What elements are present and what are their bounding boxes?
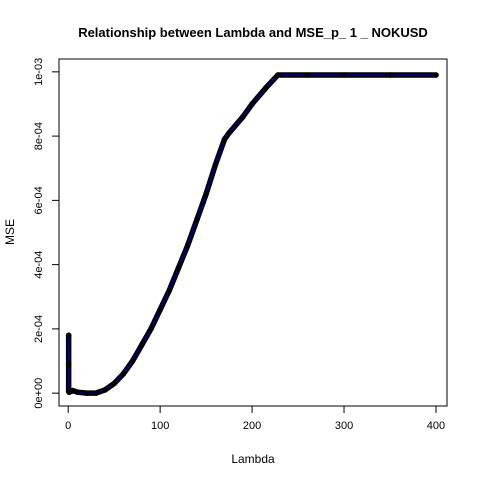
y-axis-title: MSE bbox=[3, 219, 17, 245]
data-point bbox=[120, 371, 127, 377]
data-point bbox=[138, 342, 145, 348]
data-point bbox=[212, 162, 219, 168]
data-point bbox=[69, 387, 76, 394]
x-tick-label: 200 bbox=[243, 420, 261, 432]
data-point bbox=[92, 390, 99, 396]
data-point bbox=[226, 130, 232, 136]
data-point bbox=[240, 114, 246, 120]
y-tick-label: 6e-04 bbox=[33, 186, 45, 214]
series-line bbox=[67, 74, 436, 394]
y-tick-label: 8e-04 bbox=[33, 122, 45, 150]
data-point bbox=[65, 332, 72, 339]
data-point bbox=[65, 361, 72, 368]
series-layer bbox=[65, 72, 439, 396]
data-point bbox=[249, 101, 255, 107]
x-tick-label: 100 bbox=[151, 420, 169, 432]
data-point bbox=[111, 380, 117, 387]
data-point bbox=[148, 326, 154, 332]
y-axis: 0e+00 2e-04 4e-04 6e-04 8e-04 1e-03 bbox=[33, 58, 60, 409]
data-point bbox=[304, 72, 311, 78]
series-marker-band bbox=[65, 72, 439, 396]
data-point bbox=[129, 358, 136, 364]
x-tick-label: 0 bbox=[65, 420, 71, 432]
data-point bbox=[263, 85, 269, 91]
data-point bbox=[74, 389, 81, 395]
data-point bbox=[433, 72, 439, 78]
data-point bbox=[83, 390, 90, 396]
y-tick-label: 1e-03 bbox=[33, 58, 45, 86]
data-point bbox=[194, 216, 200, 223]
y-tick-label: 0e+00 bbox=[33, 378, 45, 409]
plot-frame bbox=[58, 58, 448, 407]
y-tick-label: 2e-04 bbox=[33, 315, 45, 343]
x-tick-label: 400 bbox=[427, 420, 445, 432]
chart-title: Relationship between Lambda and MSE_p_ 1… bbox=[78, 25, 428, 40]
data-point bbox=[184, 242, 191, 249]
data-point bbox=[275, 72, 281, 78]
x-axis-title: Lambda bbox=[231, 452, 275, 466]
data-point bbox=[387, 72, 393, 78]
x-tick-label: 300 bbox=[335, 420, 353, 432]
y-tick-label: 4e-04 bbox=[33, 251, 45, 279]
data-point bbox=[102, 387, 108, 393]
data-point bbox=[166, 287, 173, 294]
x-axis: 0 100 200 300 400 bbox=[65, 405, 445, 432]
data-point bbox=[221, 136, 228, 143]
data-point bbox=[175, 265, 182, 271]
data-point bbox=[157, 306, 163, 313]
data-point bbox=[341, 72, 347, 78]
data-point bbox=[203, 191, 209, 197]
